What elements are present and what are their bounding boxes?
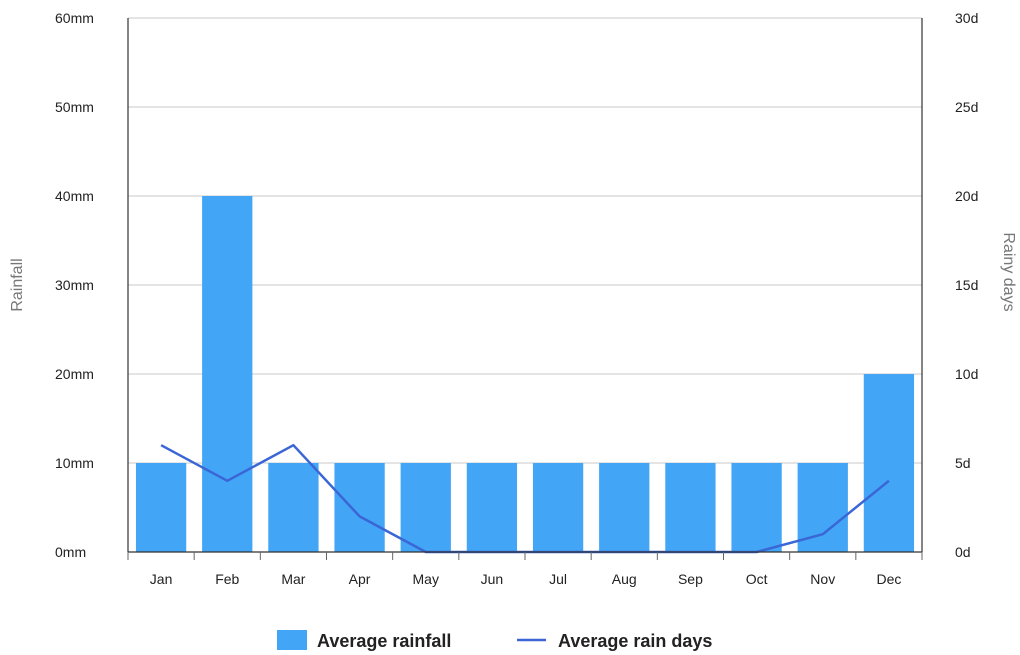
y2-tick-label: 25d — [955, 99, 978, 115]
rainfall-bars — [135, 196, 915, 552]
rainfall-bar-sep — [665, 463, 716, 552]
x-tick-label: May — [413, 571, 439, 587]
rainfall-bar-aug — [599, 463, 650, 552]
legend-rainfall-label: Average rainfall — [317, 631, 451, 651]
y2-axis-title: Rainy days — [1000, 232, 1017, 311]
x-tick-label: Jan — [150, 571, 173, 587]
x-tick-label: Nov — [810, 571, 835, 587]
gridlines — [128, 17, 922, 464]
legend-rain-days-label: Average rain days — [558, 631, 712, 651]
rainfall-bar-may — [400, 463, 451, 552]
y-tick-label: 0mm — [55, 544, 86, 560]
y2-tick-label: 5d — [955, 455, 971, 471]
legend-rainfall-swatch — [277, 630, 307, 650]
y-tick-label: 40mm — [55, 188, 94, 204]
rainfall-bar-apr — [334, 463, 385, 552]
y-tick-label: 30mm — [55, 277, 94, 293]
x-tick-label: Jun — [481, 571, 504, 587]
axes: 0mm 0d 10mm 5d 20mm 10d 30mm 15d 40mm 20d 50mm 25d 6… — [55, 10, 978, 587]
x-tick-label: Jul — [549, 571, 567, 587]
x-tick-label: Apr — [349, 571, 371, 587]
y-tick-label: 50mm — [55, 99, 94, 115]
rainfall-bar-jan — [135, 463, 187, 552]
rainfall-bar-dec — [863, 374, 915, 552]
rainfall-bar-jun — [466, 463, 518, 552]
legend: Average rainfall Average rain days — [277, 630, 712, 651]
y2-tick-label: 20d — [955, 188, 978, 204]
x-tick-label: Feb — [215, 571, 239, 587]
rainfall-bar-jul — [532, 463, 584, 552]
y-tick-label: 10mm — [55, 455, 94, 471]
y-tick-label: 60mm — [55, 10, 94, 26]
y-axis-title: Rainfall — [9, 258, 26, 311]
x-tick-label: Aug — [612, 571, 637, 587]
y-tick-label: 20mm — [55, 366, 94, 382]
rainfall-bar-mar — [268, 463, 319, 552]
y2-tick-label: 0d — [955, 544, 971, 560]
y2-tick-label: 30d — [955, 10, 978, 26]
x-tick-label: Dec — [876, 571, 901, 587]
y2-tick-label: 15d — [955, 277, 978, 293]
x-tick-label: Sep — [678, 571, 703, 587]
rainfall-bar-oct — [731, 463, 782, 552]
x-tick-label: Mar — [281, 571, 305, 587]
rainfall-bar-feb — [202, 196, 253, 552]
x-tick-label: Oct — [746, 571, 768, 587]
rainfall-bar-nov — [797, 463, 848, 552]
y2-tick-label: 10d — [955, 366, 978, 382]
